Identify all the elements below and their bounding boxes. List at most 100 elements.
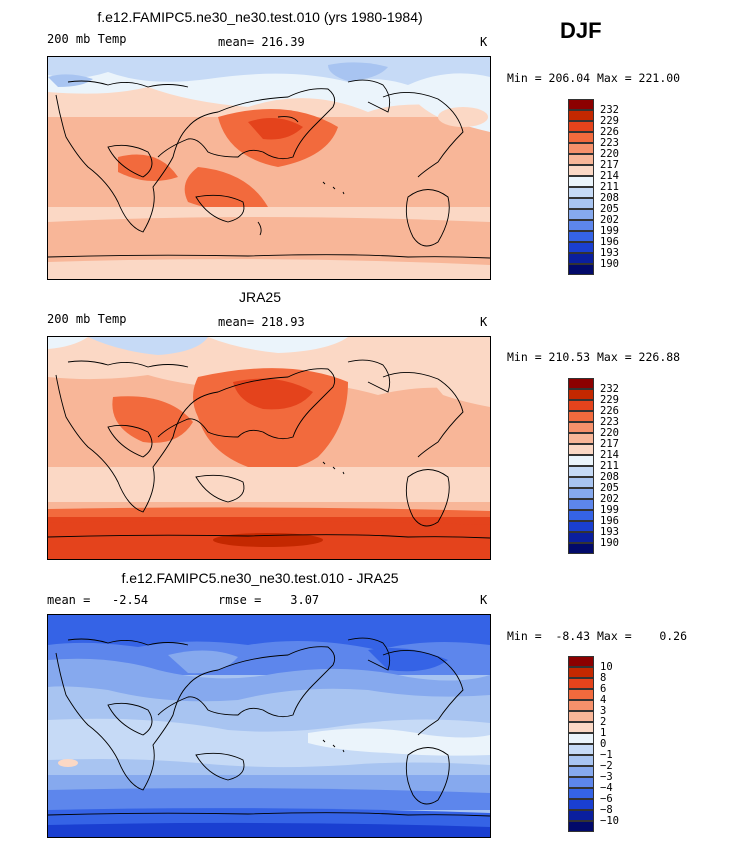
panel2-colorbar-label: 220: [600, 427, 619, 439]
panel2-colorbar-swatch: [568, 411, 594, 422]
panel3-colorbar-swatch: [568, 711, 594, 722]
panel2-colorbar-label: 202: [600, 493, 619, 505]
panel3-colorbar-swatch: [568, 722, 594, 733]
panel2-colorbar-swatch: [568, 389, 594, 400]
panel3-colorbar-swatch: [568, 733, 594, 744]
panel1-colorbar-swatch: [568, 99, 594, 110]
panel2-colorbar-label: 226: [600, 405, 619, 417]
panel3-colorbar-swatch: [568, 810, 594, 821]
panel2-colorbar-label: 193: [600, 526, 619, 538]
panel3-minmax: Min = -8.43 Max = 0.26: [507, 629, 688, 643]
panel1-map: [47, 56, 491, 280]
panel2-colorbar-swatch: [568, 466, 594, 477]
panel3-coastlines: [48, 637, 490, 817]
panel3-rmse-label: rmse = 3.07: [218, 593, 320, 607]
panel1-minmax: Min = 206.04 Max = 221.00: [507, 71, 681, 85]
panel2-colorbar-label: 232: [600, 383, 619, 395]
panel1-variable-label: 200 mb Temp: [47, 32, 127, 46]
season-label: DJF: [560, 18, 602, 43]
panel1-colorbar-swatch: [568, 187, 594, 198]
panel3-colorbar-swatch: [568, 821, 594, 832]
panel1-colorbar-swatch: [568, 231, 594, 242]
panel2-colorbar: 232 229 226 223 220 217 214 211 208 205 …: [568, 378, 668, 554]
panel1-colorbar-swatch: [568, 220, 594, 231]
panel1-colorbar-label: 214: [600, 170, 619, 182]
panel3-title: f.e12.FAMIPC5.ne30_ne30.test.010 - JRA25: [121, 570, 399, 586]
panel2-colorbar-label: 196: [600, 515, 619, 527]
panel2-colorbar-swatch: [568, 444, 594, 455]
panel2-colorbar-label: 205: [600, 482, 619, 494]
panel3-colorbar-label: −4: [600, 782, 613, 794]
panel1-colorbar-label: 229: [600, 115, 619, 127]
panel3-map-svg: [48, 615, 490, 837]
panel3-colorbar-label: −8: [600, 804, 613, 816]
panel3-colorbar-label: 1: [600, 727, 607, 739]
panel2-title: JRA25: [238, 289, 282, 305]
panel1-units: K: [480, 35, 488, 49]
panel1-colorbar-label: 205: [600, 203, 619, 215]
panel3-colorbar-label: −3: [600, 771, 613, 783]
panel1-colorbar-swatch: [568, 121, 594, 132]
panel3-map: [47, 614, 491, 838]
panel3-colorbar-swatch: [568, 777, 594, 788]
panel2-colorbar-label: 208: [600, 471, 619, 483]
panel1-colorbar-label: 199: [600, 225, 619, 237]
panel2-colorbar-label: 214: [600, 449, 619, 461]
panel2-colorbar-label: 217: [600, 438, 619, 450]
panel3-colorbar-label: 3: [600, 705, 607, 717]
panel3-colorbar-swatch: [568, 788, 594, 799]
panel3-colorbar-label: 8: [600, 672, 607, 684]
panel3-colorbar-label: −2: [600, 760, 613, 772]
panel1-colorbar-label: 196: [600, 236, 619, 248]
panel2-colorbar-swatch: [568, 510, 594, 521]
panel1-colorbar-label: 208: [600, 192, 619, 204]
panel2-colorbar-swatch: [568, 488, 594, 499]
panel2-colorbar-swatch: [568, 499, 594, 510]
panel2-colorbar-label: 223: [600, 416, 619, 428]
panel3-colorbar-label: −10: [600, 815, 619, 827]
panel3-colorbar-swatch: [568, 656, 594, 667]
panel1-colorbar-swatch: [568, 143, 594, 154]
panel3-colorbar-label: −6: [600, 793, 613, 805]
panel1-colorbar-swatch: [568, 154, 594, 165]
panel1-colorbar-swatch: [568, 110, 594, 121]
panel3-colorbar-swatch: [568, 744, 594, 755]
panel1-coastlines: [48, 79, 490, 259]
panel3-colorbar: 10 8 6 4 3 2 1 0 −1 −2 −3 −4 −6 −8 −10: [568, 656, 668, 832]
panel1-colorbar-swatch: [568, 209, 594, 220]
panel1-colorbar-swatch: [568, 242, 594, 253]
panel1-colorbar-label: 193: [600, 247, 619, 259]
panel2-map: [47, 336, 491, 560]
panel2-colorbar-label: 211: [600, 460, 619, 472]
panel3-mean-label: mean = -2.54: [47, 593, 149, 607]
panel3-colorbar-swatch: [568, 678, 594, 689]
panel1-colorbar-label: 211: [600, 181, 619, 193]
panel1-colorbar-swatch: [568, 132, 594, 143]
panel2-colorbar-swatch: [568, 422, 594, 433]
panel2-colorbar-swatch: [568, 378, 594, 389]
panel3-colorbar-swatch: [568, 700, 594, 711]
panel3-colorbar-swatch: [568, 766, 594, 777]
panel2-colorbar-label: 199: [600, 504, 619, 516]
panel3-units: K: [480, 593, 488, 607]
panel1-colorbar-label: 223: [600, 137, 619, 149]
panel1-colorbar-swatch: [568, 176, 594, 187]
panel1-colorbar-label: 202: [600, 214, 619, 226]
panel3-colorbar-label: 2: [600, 716, 607, 728]
panel3-colorbar-label: 0: [600, 738, 607, 750]
panel3-colorbar-label: 6: [600, 683, 607, 695]
panel1-colorbar-label: 232: [600, 104, 619, 116]
panel2-colorbar-label: 190: [600, 537, 619, 549]
panel2-colorbar-swatch: [568, 433, 594, 444]
panel1-map-svg: [48, 57, 490, 279]
panel3-colorbar-label: 4: [600, 694, 607, 706]
panel1-colorbar-swatch: [568, 198, 594, 209]
panel2-minmax: Min = 210.53 Max = 226.88: [507, 350, 681, 364]
panel1-colorbar-label: 220: [600, 148, 619, 160]
panel2-colorbar-swatch: [568, 455, 594, 466]
panel1-colorbar-swatch: [568, 165, 594, 176]
panel3-colorbar-swatch: [568, 667, 594, 678]
panel3-colorbar-label: −1: [600, 749, 613, 761]
panel2-map-svg: [48, 337, 490, 559]
panel2-colorbar-swatch: [568, 532, 594, 543]
